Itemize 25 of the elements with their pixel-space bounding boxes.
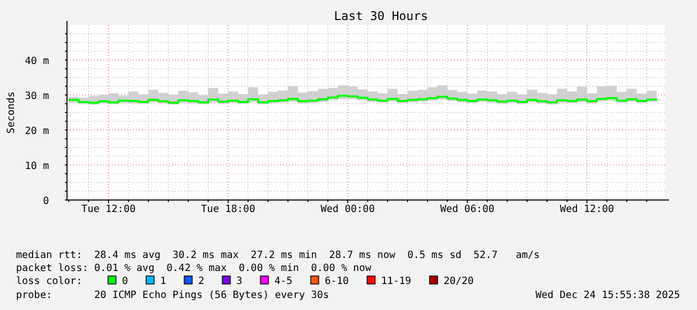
legend-label: 11-19 [381, 276, 412, 287]
text: median rtt: 28.4 ms avg 30.2 ms max 27.2 ms min 28.7 ms now 0.5 ms sd 52.7 am/s [16, 250, 540, 261]
text: probe: 20 ICMP Echo Pings (56 Bytes) every 30s [16, 290, 330, 301]
x-tick-label: Wed 00:00 [320, 204, 375, 215]
y-tick-label: 20 m [24, 126, 49, 137]
chart-title: Last 30 Hours [334, 9, 428, 23]
y-axis-title: Seconds [6, 91, 17, 134]
y-tick-label: 40 m [24, 56, 49, 67]
legend-label: 3 [236, 276, 242, 287]
text: Wed Dec 24 15:55:38 2025 [536, 290, 680, 301]
legend-label: 2 [198, 276, 204, 287]
x-tick-label: Tue 12:00 [81, 204, 136, 215]
legend-label: 0 [122, 276, 128, 287]
legend-label: 4-5 [274, 276, 292, 287]
x-tick-label: Tue 18:00 [201, 204, 256, 215]
x-tick-label: Wed 12:00 [560, 204, 614, 215]
legend-label: 20/20 [444, 276, 474, 287]
x-tick-label: Wed 06:00 [440, 204, 494, 215]
legend-title: loss color: [16, 276, 82, 287]
legend-label: 1 [160, 276, 166, 287]
y-tick-label: 0 [42, 196, 49, 207]
y-tick-label: 30 m [24, 91, 49, 102]
y-tick-label: 10 m [24, 161, 49, 172]
text: packet loss: 0.01 % avg 0.42 % max 0.00 % min 0.00 % now [16, 263, 372, 274]
legend-label: 6-10 [324, 276, 349, 287]
